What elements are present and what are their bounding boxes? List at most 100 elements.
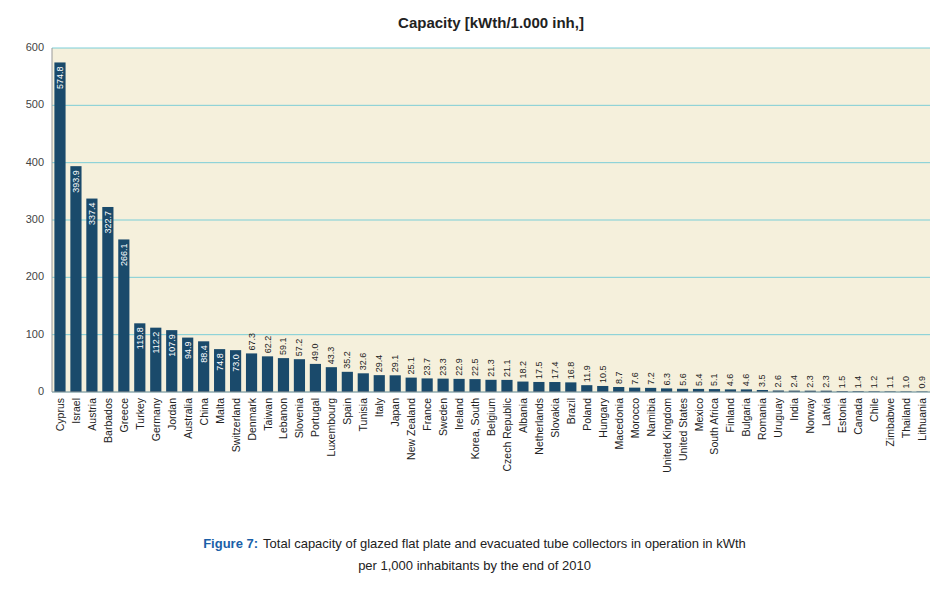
bar (374, 375, 385, 392)
data-label: 59.1 (278, 338, 288, 356)
x-tick-label: Thailand (900, 398, 912, 438)
data-label: 10.5 (598, 365, 608, 383)
x-tick-label: Czech Republic (501, 398, 513, 472)
data-label: 1.5 (837, 376, 847, 389)
bar (166, 330, 177, 392)
grid-line (52, 48, 930, 49)
x-tick-label: Israel (70, 398, 82, 424)
data-label: 3.5 (757, 374, 767, 387)
data-label: 2.6 (773, 375, 783, 388)
x-tick-label: Macedonia (613, 398, 625, 450)
bar (453, 379, 464, 392)
x-tick-label: Barbados (102, 398, 114, 443)
caption-line: Figure 7:Total capacity of glazed flat p… (203, 536, 746, 551)
x-tick-label: Japan (389, 398, 401, 427)
x-tick-label: Belgium (485, 398, 497, 436)
data-label: 393.9 (71, 170, 81, 193)
data-label: 35.2 (342, 351, 352, 369)
data-label: 32.6 (358, 353, 368, 371)
x-tick-label: Netherlands (533, 398, 545, 455)
data-label: 73.0 (231, 354, 241, 372)
chart-svg: 0100200300400500600574.8393.9337.4322.72… (0, 0, 949, 608)
x-tick-label: Denmark (246, 397, 258, 440)
data-label: 57.2 (294, 339, 304, 357)
x-tick-label: Canada (852, 398, 864, 435)
data-label: 4.6 (741, 374, 751, 387)
data-label: 22.5 (470, 359, 480, 377)
x-tick-label: Bulgaria (740, 398, 752, 437)
x-tick-label: Hungary (597, 397, 609, 437)
bar (581, 385, 592, 392)
x-tick-label: New Zealand (405, 398, 417, 460)
x-tick-label: France (421, 398, 433, 431)
data-label: 119.8 (135, 327, 145, 349)
data-label: 2.3 (805, 375, 815, 388)
bar (118, 239, 129, 392)
y-axis-line (52, 48, 53, 392)
bar (214, 349, 225, 392)
x-tick-label: Taiwan (262, 398, 274, 431)
bar (246, 353, 257, 392)
bar (501, 380, 512, 392)
grid-line (52, 334, 930, 335)
bar (86, 199, 97, 392)
data-label: 5.6 (678, 373, 688, 386)
bar (517, 382, 528, 392)
bar (645, 388, 656, 392)
x-tick-label: Jordan (166, 398, 178, 430)
bar (342, 372, 353, 392)
data-label: 49.0 (310, 343, 320, 361)
x-tick-label: Sweden (437, 398, 449, 436)
x-tick-label: Tunisia (357, 398, 369, 432)
bar (422, 378, 433, 392)
x-tick-label: Albania (517, 398, 529, 433)
x-tick-label: Germany (150, 397, 162, 441)
x-tick-label: United States (677, 398, 689, 461)
x-tick-label: Chile (868, 398, 880, 422)
bar (613, 387, 624, 392)
data-label: 22.9 (454, 358, 464, 376)
data-labels: 574.8393.9337.4322.7266.1119.8112.2107.9… (55, 66, 927, 388)
data-label: 574.8 (55, 66, 65, 89)
grid-line (52, 392, 930, 393)
data-label: 11.9 (582, 365, 592, 382)
chart-container: 0100200300400500600574.8393.9337.4322.72… (0, 0, 949, 608)
x-tick-label: Brazil (565, 398, 577, 424)
bar (54, 62, 65, 392)
x-tick-label: Slovakia (549, 398, 561, 438)
data-label: 88.4 (199, 345, 209, 363)
x-tick-label: Namibia (645, 398, 657, 437)
bar (70, 166, 81, 392)
x-tick-label: Greece (118, 398, 130, 433)
data-label: 322.7 (103, 211, 113, 234)
bar (390, 375, 401, 392)
data-label: 29.1 (390, 355, 400, 373)
x-tick-label: Estonia (836, 398, 848, 433)
data-label: 6.3 (662, 373, 672, 386)
x-tick-label: Poland (581, 398, 593, 431)
x-tick-label: Malta (214, 398, 226, 424)
data-label: 1.4 (853, 376, 863, 389)
x-tick-label: Ireland (453, 398, 465, 430)
bar (198, 341, 209, 392)
x-tick-labels: CyprusIsraelAustriaBarbadosGreeceTurkeyG… (54, 397, 928, 472)
bar (565, 382, 576, 392)
data-label: 21.3 (486, 359, 496, 377)
bar (438, 379, 449, 392)
data-label: 107.9 (167, 334, 177, 357)
x-tick-label: Norway (804, 397, 816, 433)
grid-line (52, 105, 930, 106)
bar (533, 382, 544, 392)
x-axis-line (52, 392, 930, 393)
caption-text: Total capacity of glazed flat plate and … (263, 536, 746, 551)
data-label: 23.3 (438, 358, 448, 376)
bar (102, 207, 113, 392)
x-tick-label: Switzerland (230, 398, 242, 452)
y-tick-label: 500 (26, 98, 44, 110)
data-label: 7.2 (646, 372, 656, 385)
bar (278, 358, 289, 392)
data-label: 1.2 (869, 376, 879, 389)
x-tick-label: Cyprus (54, 398, 66, 431)
data-label: 266.1 (119, 243, 129, 266)
x-tick-label: China (198, 398, 210, 426)
